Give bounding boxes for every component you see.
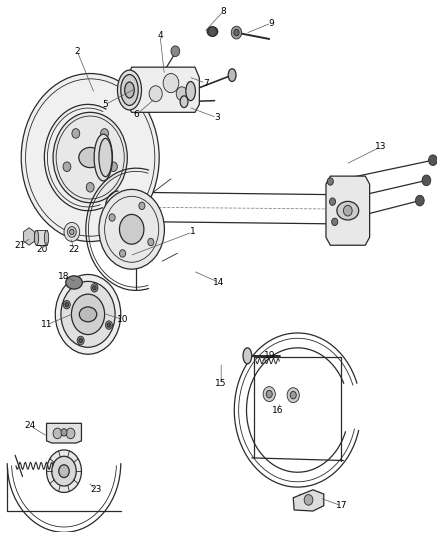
Text: 24: 24	[25, 422, 36, 431]
Circle shape	[120, 250, 126, 257]
Ellipse shape	[337, 201, 359, 220]
Text: 13: 13	[375, 142, 386, 151]
Circle shape	[139, 202, 145, 209]
Circle shape	[290, 391, 296, 399]
Ellipse shape	[34, 230, 39, 245]
Text: 17: 17	[336, 501, 347, 510]
Circle shape	[148, 238, 154, 246]
Ellipse shape	[94, 134, 113, 181]
Circle shape	[65, 303, 68, 307]
Ellipse shape	[66, 276, 82, 289]
Circle shape	[93, 286, 96, 290]
Circle shape	[53, 112, 127, 203]
Polygon shape	[293, 490, 324, 511]
Circle shape	[55, 274, 121, 354]
Circle shape	[61, 281, 115, 348]
Ellipse shape	[44, 230, 49, 245]
Circle shape	[231, 26, 242, 39]
Circle shape	[101, 128, 109, 138]
Polygon shape	[23, 228, 35, 245]
Circle shape	[329, 198, 336, 205]
Circle shape	[109, 214, 115, 221]
Circle shape	[176, 87, 187, 101]
Circle shape	[64, 222, 80, 241]
Text: 3: 3	[214, 113, 220, 122]
Text: 1: 1	[190, 228, 196, 237]
Circle shape	[332, 218, 338, 225]
Text: 11: 11	[41, 320, 52, 329]
Circle shape	[63, 301, 70, 309]
Ellipse shape	[243, 348, 252, 364]
Text: 18: 18	[58, 272, 70, 280]
Text: 19: 19	[264, 351, 275, 360]
Ellipse shape	[186, 82, 195, 101]
Circle shape	[428, 155, 437, 165]
Circle shape	[61, 429, 67, 436]
Ellipse shape	[121, 75, 138, 106]
Ellipse shape	[79, 307, 97, 322]
Circle shape	[63, 162, 71, 172]
Text: 23: 23	[90, 485, 102, 494]
Circle shape	[21, 74, 159, 241]
Text: 14: 14	[213, 278, 225, 287]
Text: 6: 6	[133, 110, 139, 119]
Circle shape	[99, 189, 164, 269]
Circle shape	[77, 336, 84, 345]
Circle shape	[66, 428, 75, 439]
Circle shape	[79, 338, 82, 343]
Circle shape	[163, 74, 179, 93]
Text: 21: 21	[14, 241, 26, 250]
Text: 5: 5	[102, 100, 108, 109]
Polygon shape	[127, 67, 199, 112]
Circle shape	[72, 128, 80, 138]
Text: 15: 15	[215, 379, 227, 388]
Polygon shape	[326, 176, 370, 245]
Circle shape	[266, 390, 272, 398]
Circle shape	[106, 321, 113, 329]
Circle shape	[107, 323, 111, 327]
Circle shape	[71, 294, 105, 335]
Circle shape	[86, 182, 94, 192]
Circle shape	[110, 162, 117, 172]
Ellipse shape	[79, 148, 102, 167]
Circle shape	[46, 450, 81, 492]
Circle shape	[263, 386, 276, 401]
Ellipse shape	[207, 27, 218, 36]
Ellipse shape	[125, 82, 134, 98]
Text: 7: 7	[203, 78, 209, 87]
Circle shape	[234, 29, 239, 36]
Circle shape	[52, 456, 76, 486]
Circle shape	[327, 177, 333, 185]
Polygon shape	[36, 230, 46, 245]
Circle shape	[304, 495, 313, 505]
Circle shape	[67, 227, 76, 237]
Circle shape	[70, 229, 74, 235]
Circle shape	[120, 214, 144, 244]
Ellipse shape	[228, 69, 236, 82]
Text: 20: 20	[36, 245, 48, 254]
Ellipse shape	[180, 96, 188, 108]
Text: 10: 10	[117, 315, 129, 324]
Text: 4: 4	[157, 31, 163, 40]
Ellipse shape	[117, 70, 141, 110]
Circle shape	[149, 86, 162, 102]
Circle shape	[422, 175, 431, 185]
Text: 9: 9	[268, 19, 274, 28]
Circle shape	[343, 205, 352, 216]
Text: 2: 2	[74, 47, 80, 55]
Circle shape	[416, 195, 424, 206]
Ellipse shape	[99, 139, 112, 176]
Text: 16: 16	[272, 406, 284, 415]
Polygon shape	[46, 423, 81, 443]
Text: 8: 8	[220, 7, 226, 16]
Circle shape	[53, 428, 62, 439]
Circle shape	[171, 46, 180, 56]
Circle shape	[59, 465, 69, 478]
Text: 22: 22	[68, 245, 80, 254]
Circle shape	[91, 284, 98, 292]
Circle shape	[208, 27, 216, 36]
Circle shape	[287, 387, 299, 402]
